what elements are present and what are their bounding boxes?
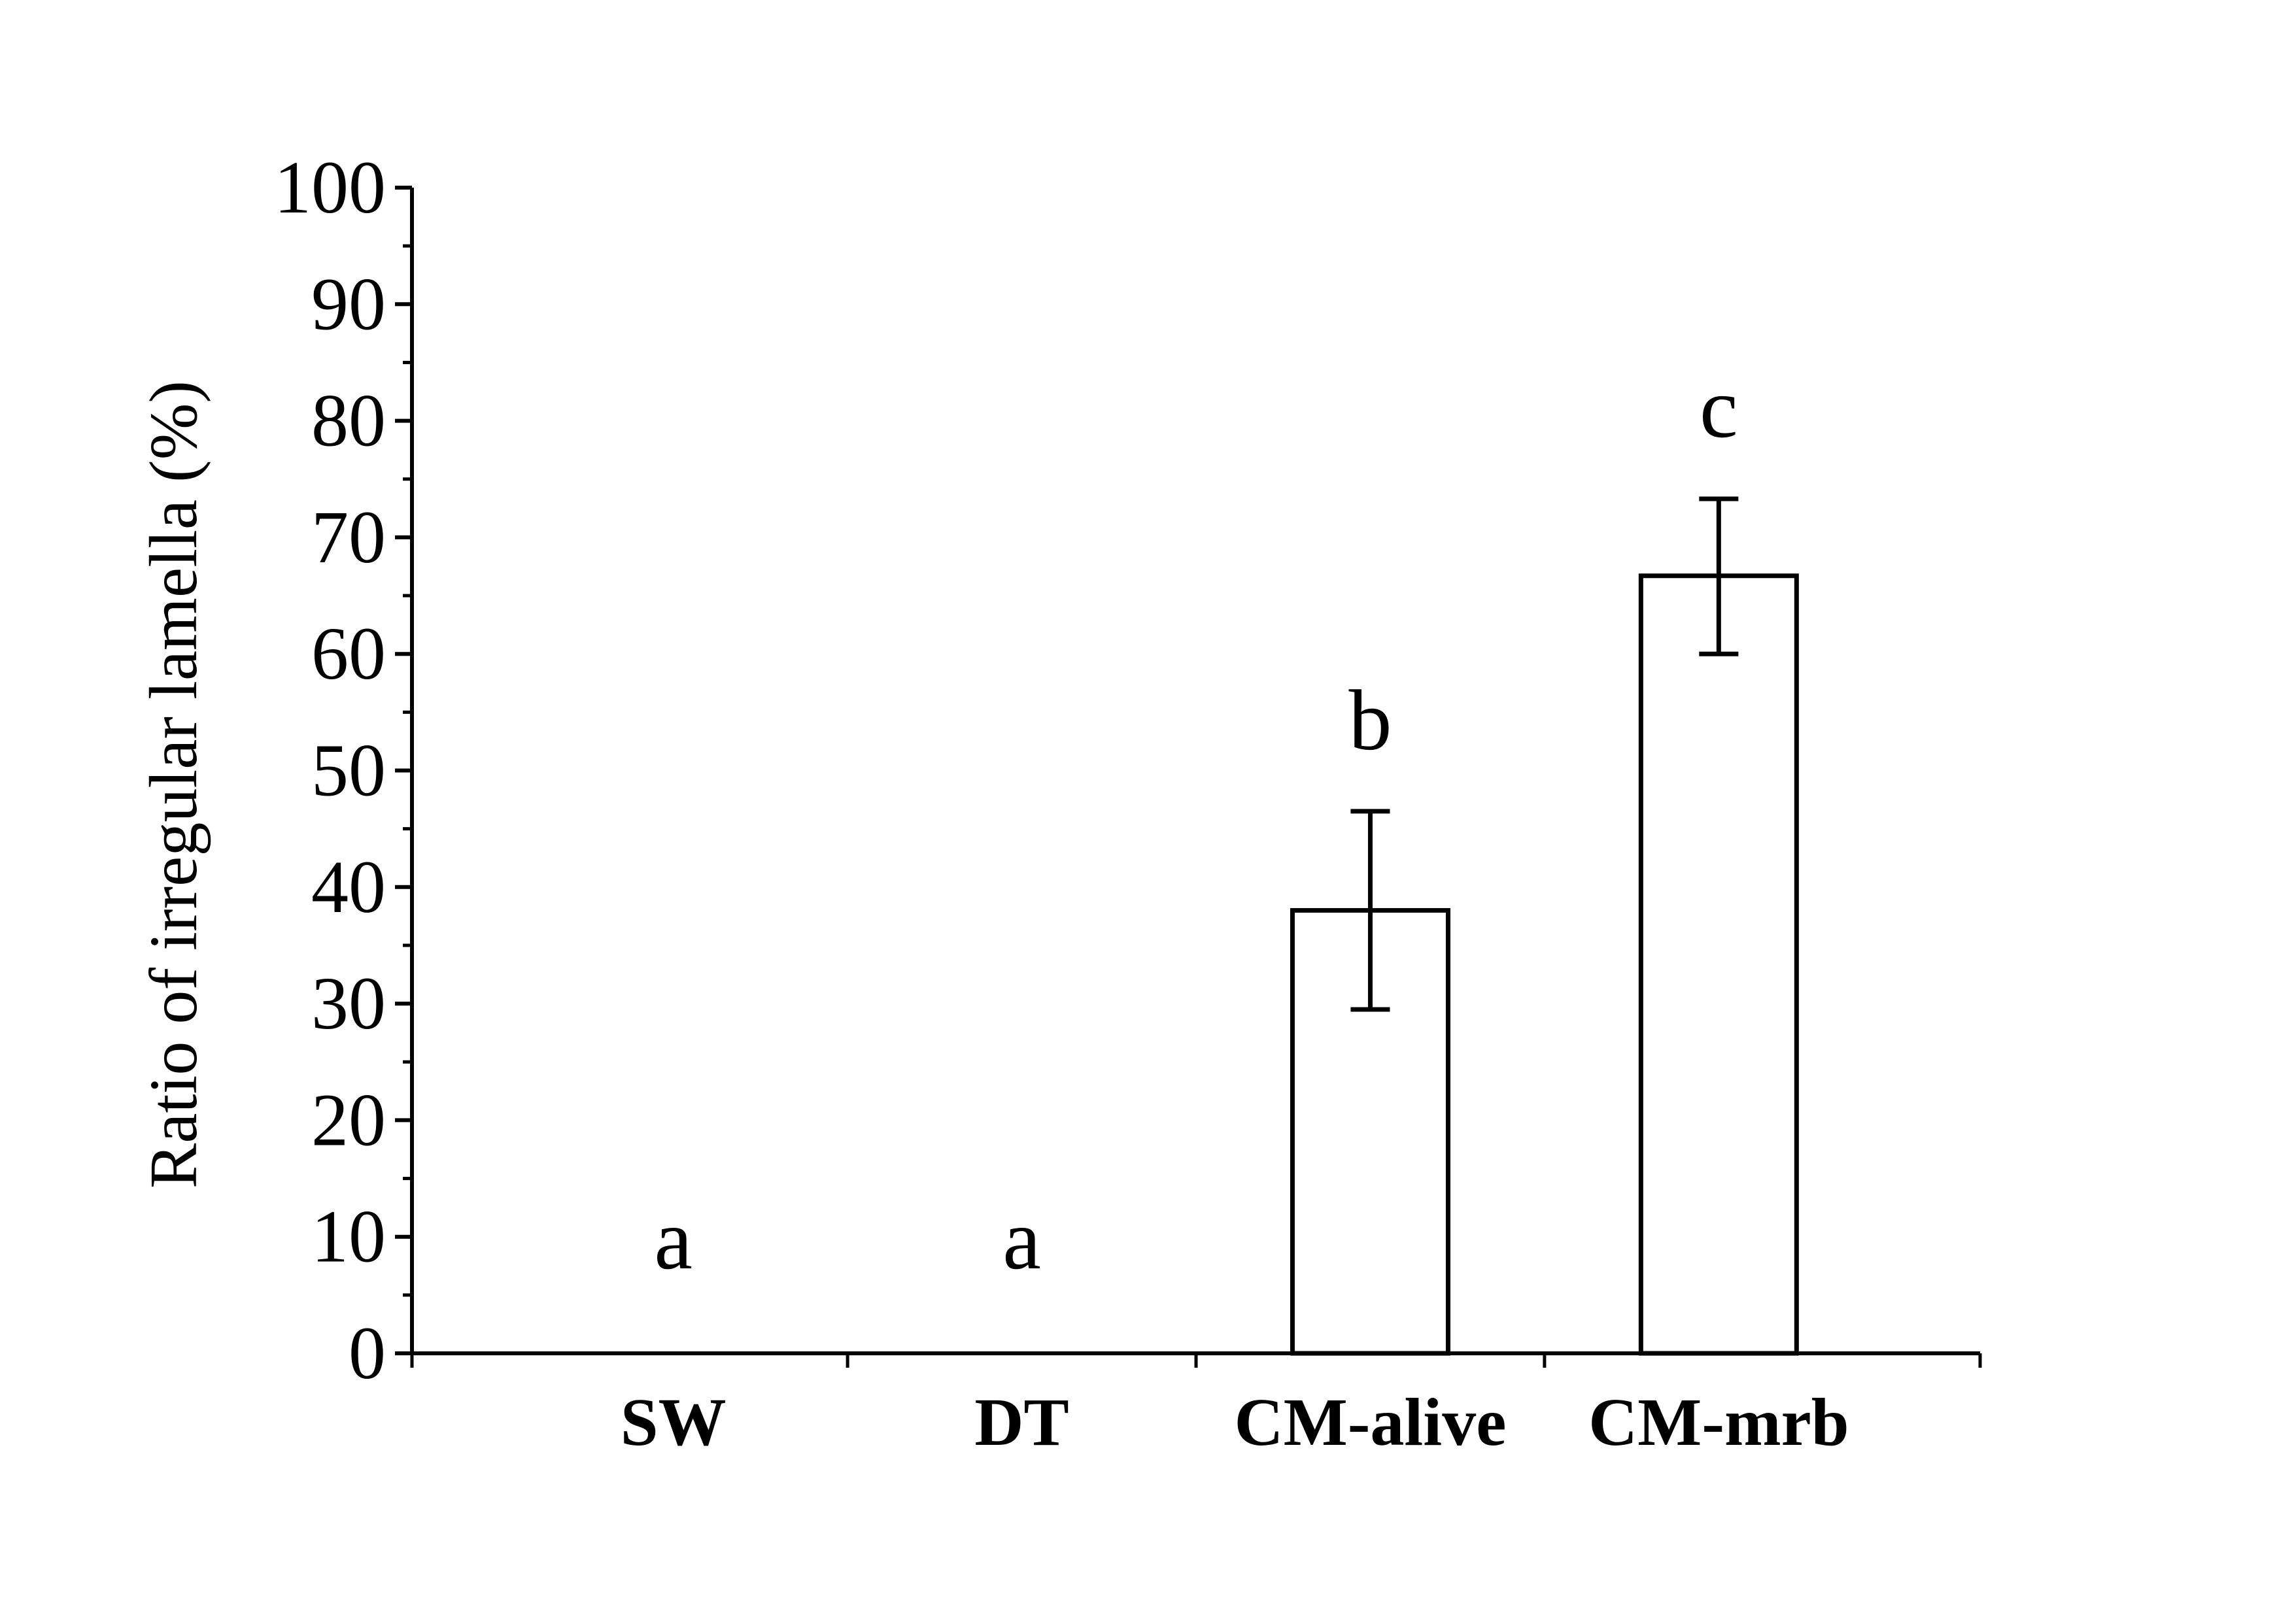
labels: Ratio of irregular lamella (%) a SW a DT b CM… — [136, 360, 1849, 1460]
significance-letter: a — [1002, 1191, 1041, 1287]
y-tick-label: 90 — [311, 262, 386, 345]
y-tick-label: 10 — [311, 1195, 386, 1278]
x-category-label: CM-mrb — [1588, 1385, 1849, 1460]
x-category-label: SW — [621, 1385, 727, 1460]
y-tick-label: 100 — [274, 146, 386, 229]
axes: 0 10 20 30 40 50 60 70 80 90 100 — [274, 146, 1982, 1395]
y-tick-label: 80 — [311, 379, 386, 462]
y-tick-label: 60 — [311, 612, 386, 695]
x-category-label: DT — [974, 1385, 1069, 1460]
x-category-label: CM-alive — [1235, 1385, 1507, 1460]
bars — [1290, 496, 1799, 1356]
significance-letter: c — [1700, 360, 1738, 456]
significance-letter: a — [654, 1191, 693, 1287]
y-axis-label: Ratio of irregular lamella (%) — [136, 381, 211, 1189]
significance-letter: b — [1348, 672, 1392, 768]
y-tick-label: 20 — [311, 1078, 386, 1161]
y-tick-label: 50 — [311, 729, 386, 812]
y-tick-label: 30 — [311, 962, 386, 1045]
y-tick-label: 40 — [311, 845, 386, 928]
y-tick-label: 70 — [311, 496, 386, 579]
y-tick-label: 0 — [349, 1311, 386, 1395]
bar-cm-mrb — [1638, 573, 1799, 1356]
